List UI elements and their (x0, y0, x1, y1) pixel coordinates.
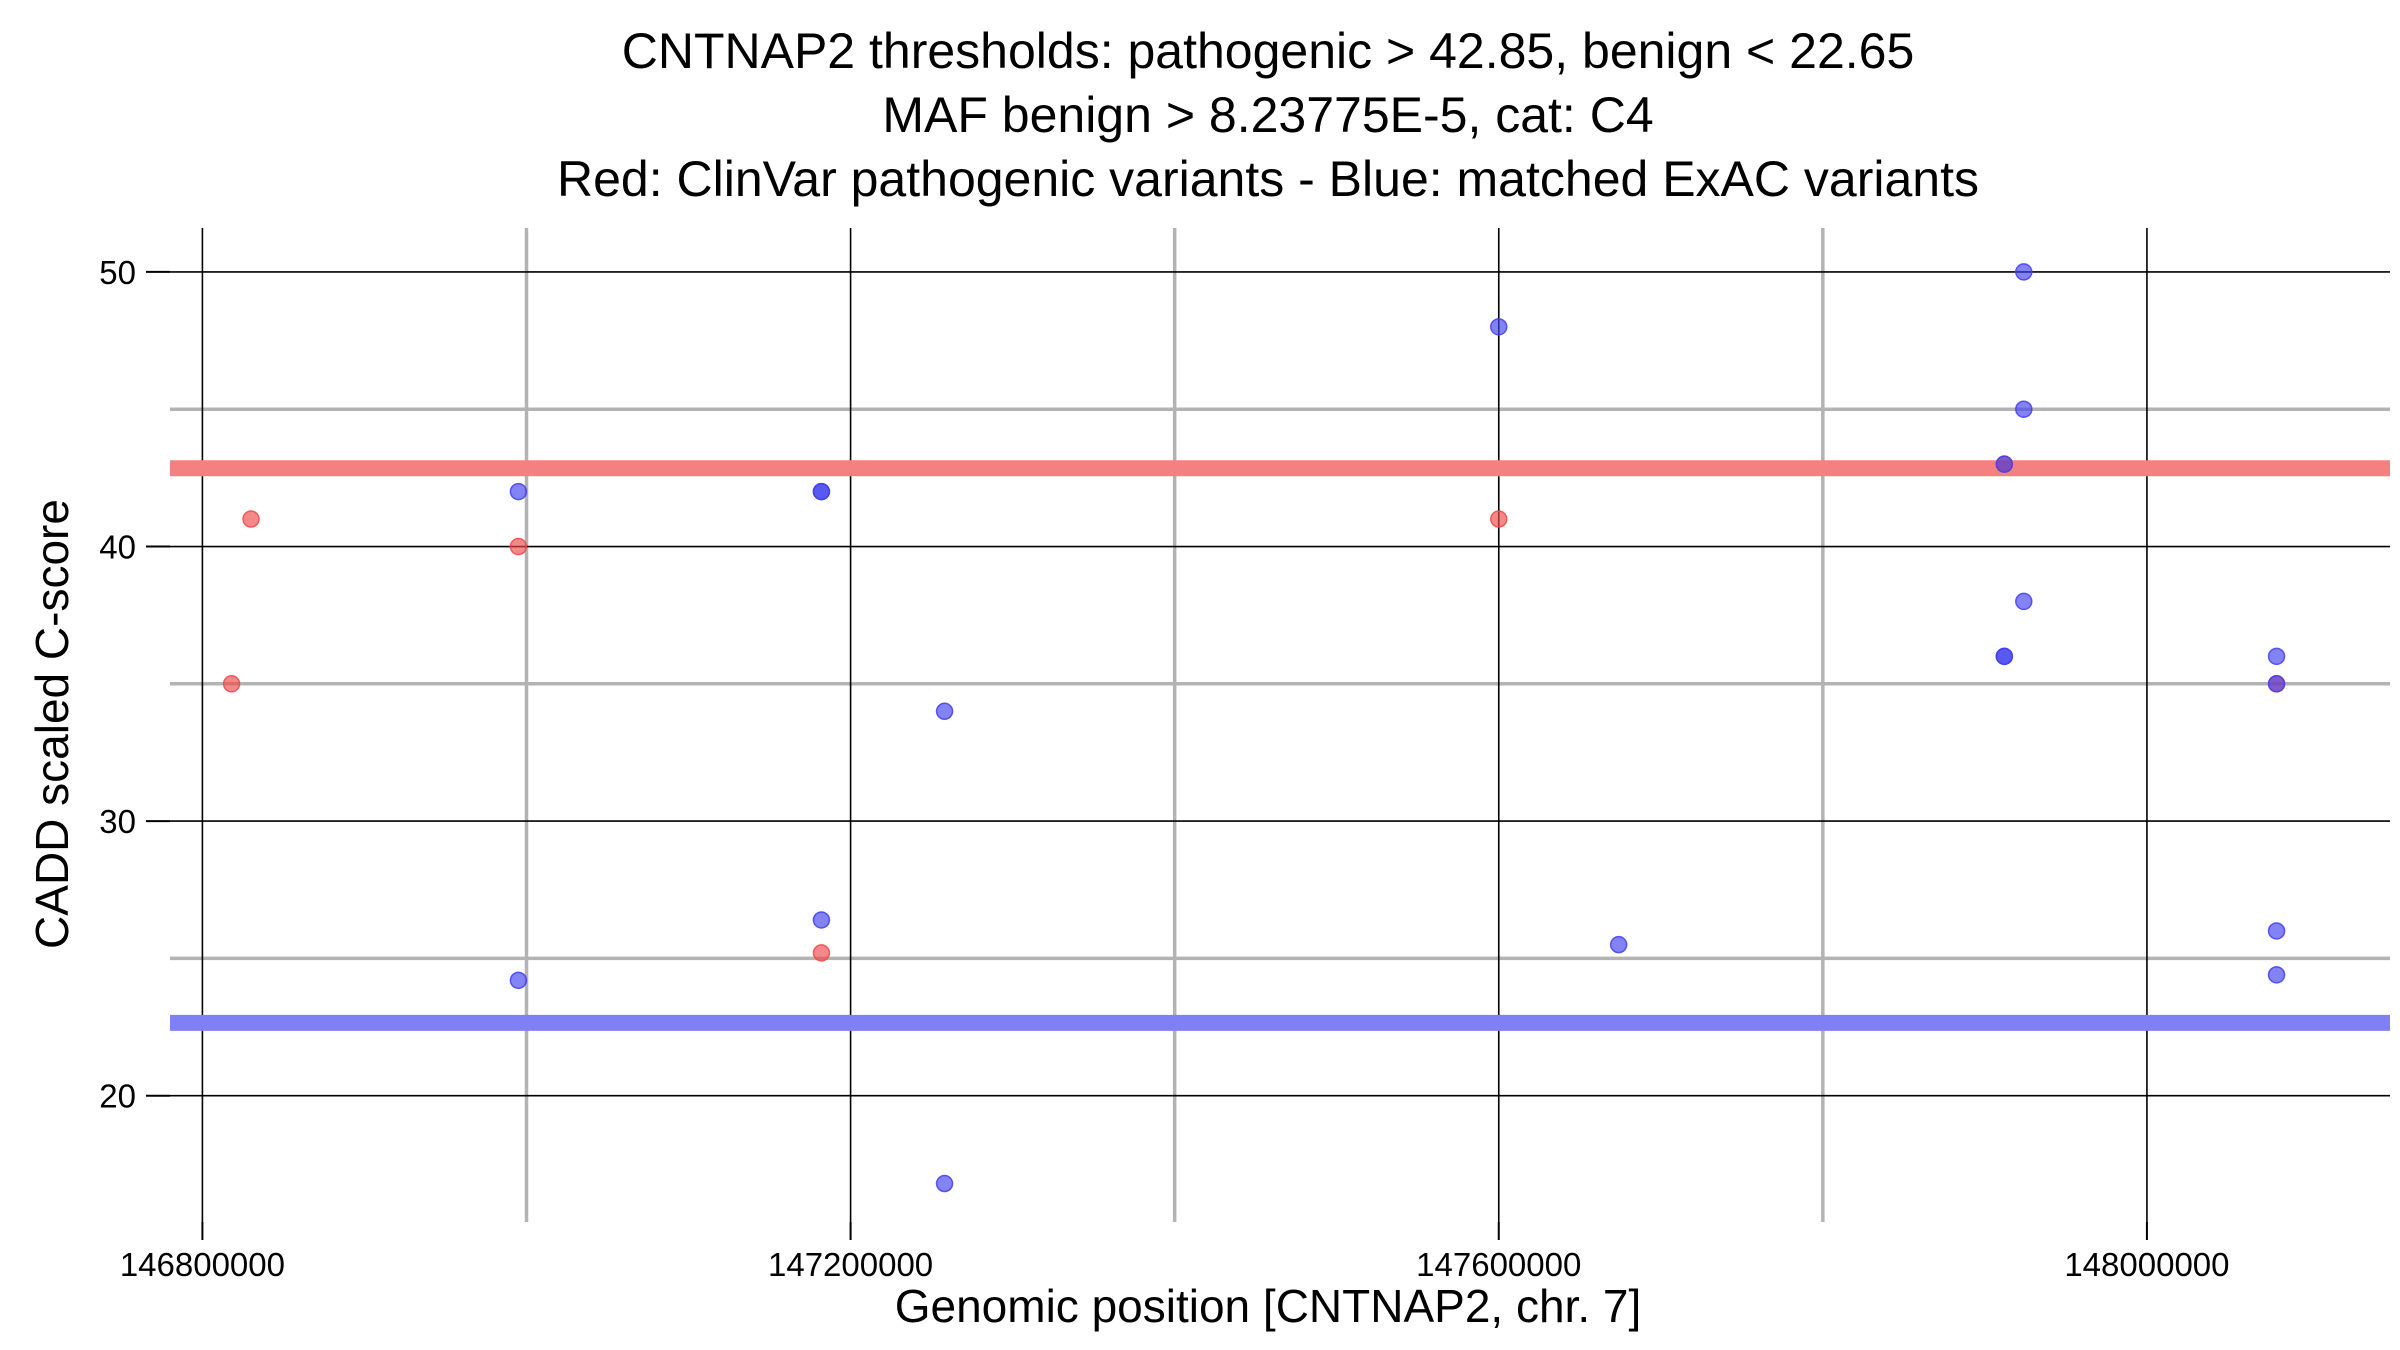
chart-title: CNTNAP2 thresholds: pathogenic > 42.85, … (557, 23, 1979, 207)
y-tick-label: 30 (99, 803, 136, 840)
x-tick-label: 148000000 (2064, 1246, 2229, 1283)
exac-point (509, 971, 528, 990)
x-axis-label: Genomic position [CNTNAP2, chr. 7] (895, 1280, 1642, 1332)
y-tick-label: 40 (99, 529, 136, 566)
exac-point (935, 702, 954, 721)
exac-point (935, 1174, 954, 1193)
exac-point (1995, 647, 2014, 666)
axes: 20 30 40 50 146800000 147200000 147600000 14800… (99, 254, 2229, 1283)
exac-point (1490, 318, 1508, 336)
y-tick-label: 20 (99, 1078, 136, 1115)
x-tick-label: 146800000 (120, 1246, 285, 1283)
gridlines (170, 228, 2390, 1222)
exac-point (2267, 922, 2286, 940)
y-tick-label: 50 (99, 254, 136, 291)
exac-point (1609, 935, 1628, 954)
exac-point (2267, 647, 2286, 666)
exac-point (2015, 400, 2033, 418)
exac-point (2015, 592, 2033, 611)
exac-point (2267, 966, 2286, 984)
exac-point (812, 911, 831, 929)
title-line-2: MAF benign > 8.23775E-5, cat: C4 (882, 87, 1653, 143)
clinvar-point (812, 944, 831, 962)
y-axis-label: CADD scaled C-score (26, 499, 78, 949)
exac-point (2267, 675, 2286, 693)
threshold-lines (170, 460, 2390, 1031)
x-tick-label: 147200000 (768, 1246, 933, 1283)
exac-point (1995, 455, 2014, 473)
data-points (222, 263, 2286, 1193)
title-line-1: CNTNAP2 thresholds: pathogenic > 42.85, … (622, 23, 1915, 79)
exac-point (2015, 263, 2033, 281)
x-tick-label: 147600000 (1416, 1246, 1581, 1283)
clinvar-point (1490, 510, 1508, 528)
exac-point (812, 482, 831, 501)
title-line-3: Red: ClinVar pathogenic variants - Blue:… (557, 151, 1979, 207)
clinvar-point (222, 675, 241, 693)
clinvar-point (509, 537, 528, 556)
clinvar-point (242, 510, 260, 528)
exac-point (509, 482, 528, 501)
